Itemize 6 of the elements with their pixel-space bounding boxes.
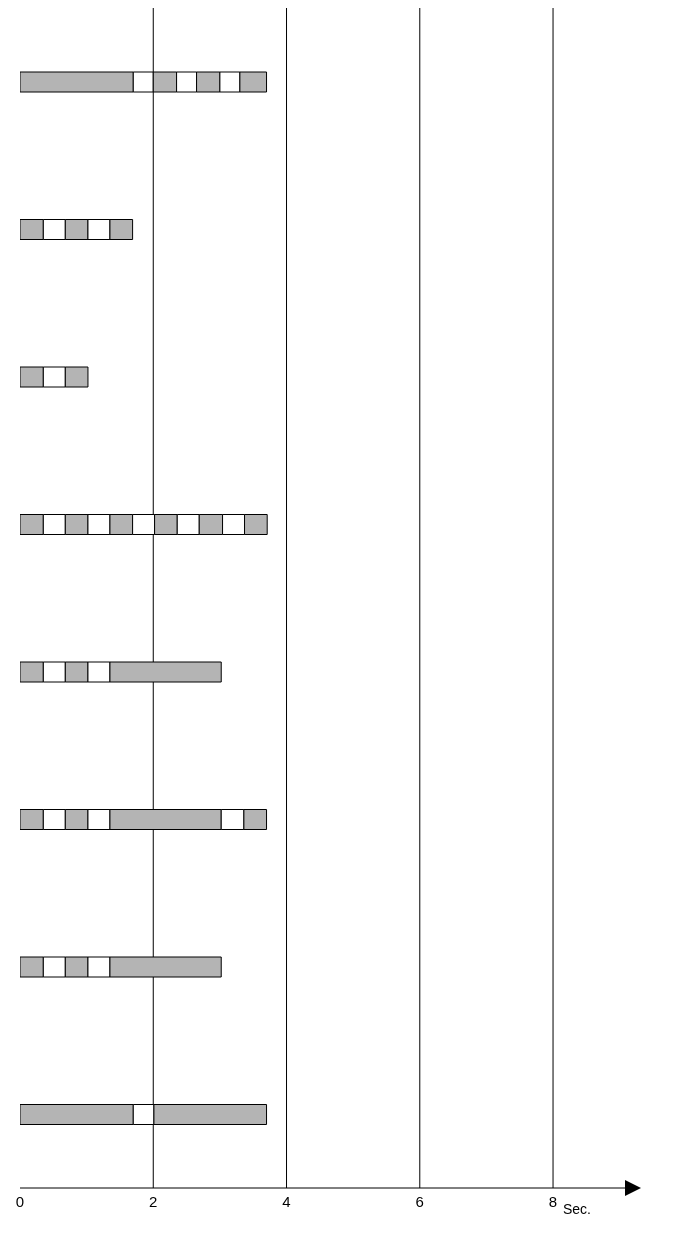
x-tick-label: 6 bbox=[415, 1192, 424, 1210]
x-tick-label: 0 bbox=[15, 1192, 25, 1210]
x-tick-label: 4 bbox=[282, 1192, 291, 1210]
x-axis-title: Sec. bbox=[562, 1201, 591, 1217]
x-tick-label: 8 bbox=[548, 1192, 558, 1210]
x-tick-label: 2 bbox=[149, 1192, 158, 1210]
